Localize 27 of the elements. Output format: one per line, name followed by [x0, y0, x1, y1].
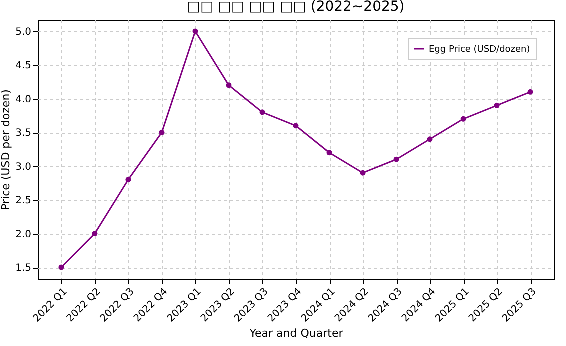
chart-title: □□ □□ □□ □□ (2022~2025): [187, 0, 405, 15]
y-tick-label: 4.5: [16, 60, 32, 72]
y-tick-label: 3.5: [16, 128, 32, 140]
y-tick-label: 2.5: [16, 196, 32, 207]
y-tick-label: 3.0: [16, 162, 32, 173]
point: [260, 110, 266, 116]
point: [58, 264, 64, 270]
point: [92, 231, 98, 237]
y-tick-label: 1.5: [16, 263, 32, 274]
point: [126, 177, 132, 183]
point: [494, 102, 500, 108]
point: [360, 170, 366, 176]
legend-label: Egg Price (USD/dozen): [429, 45, 530, 55]
y-tick-label: 4.0: [16, 94, 32, 106]
point: [159, 130, 165, 136]
point: [192, 28, 198, 34]
y-tick-label: 5.0: [16, 26, 32, 38]
point: [460, 116, 466, 122]
point: [226, 82, 232, 88]
x-axis-title: Year and Quarter: [248, 326, 344, 340]
y-tick-label: 2.0: [16, 229, 32, 240]
point: [326, 150, 332, 156]
point: [427, 136, 433, 142]
point: [394, 156, 400, 162]
y-axis-title: Price (USD per dozen): [0, 90, 13, 210]
point: [528, 89, 534, 95]
point: [293, 123, 299, 129]
